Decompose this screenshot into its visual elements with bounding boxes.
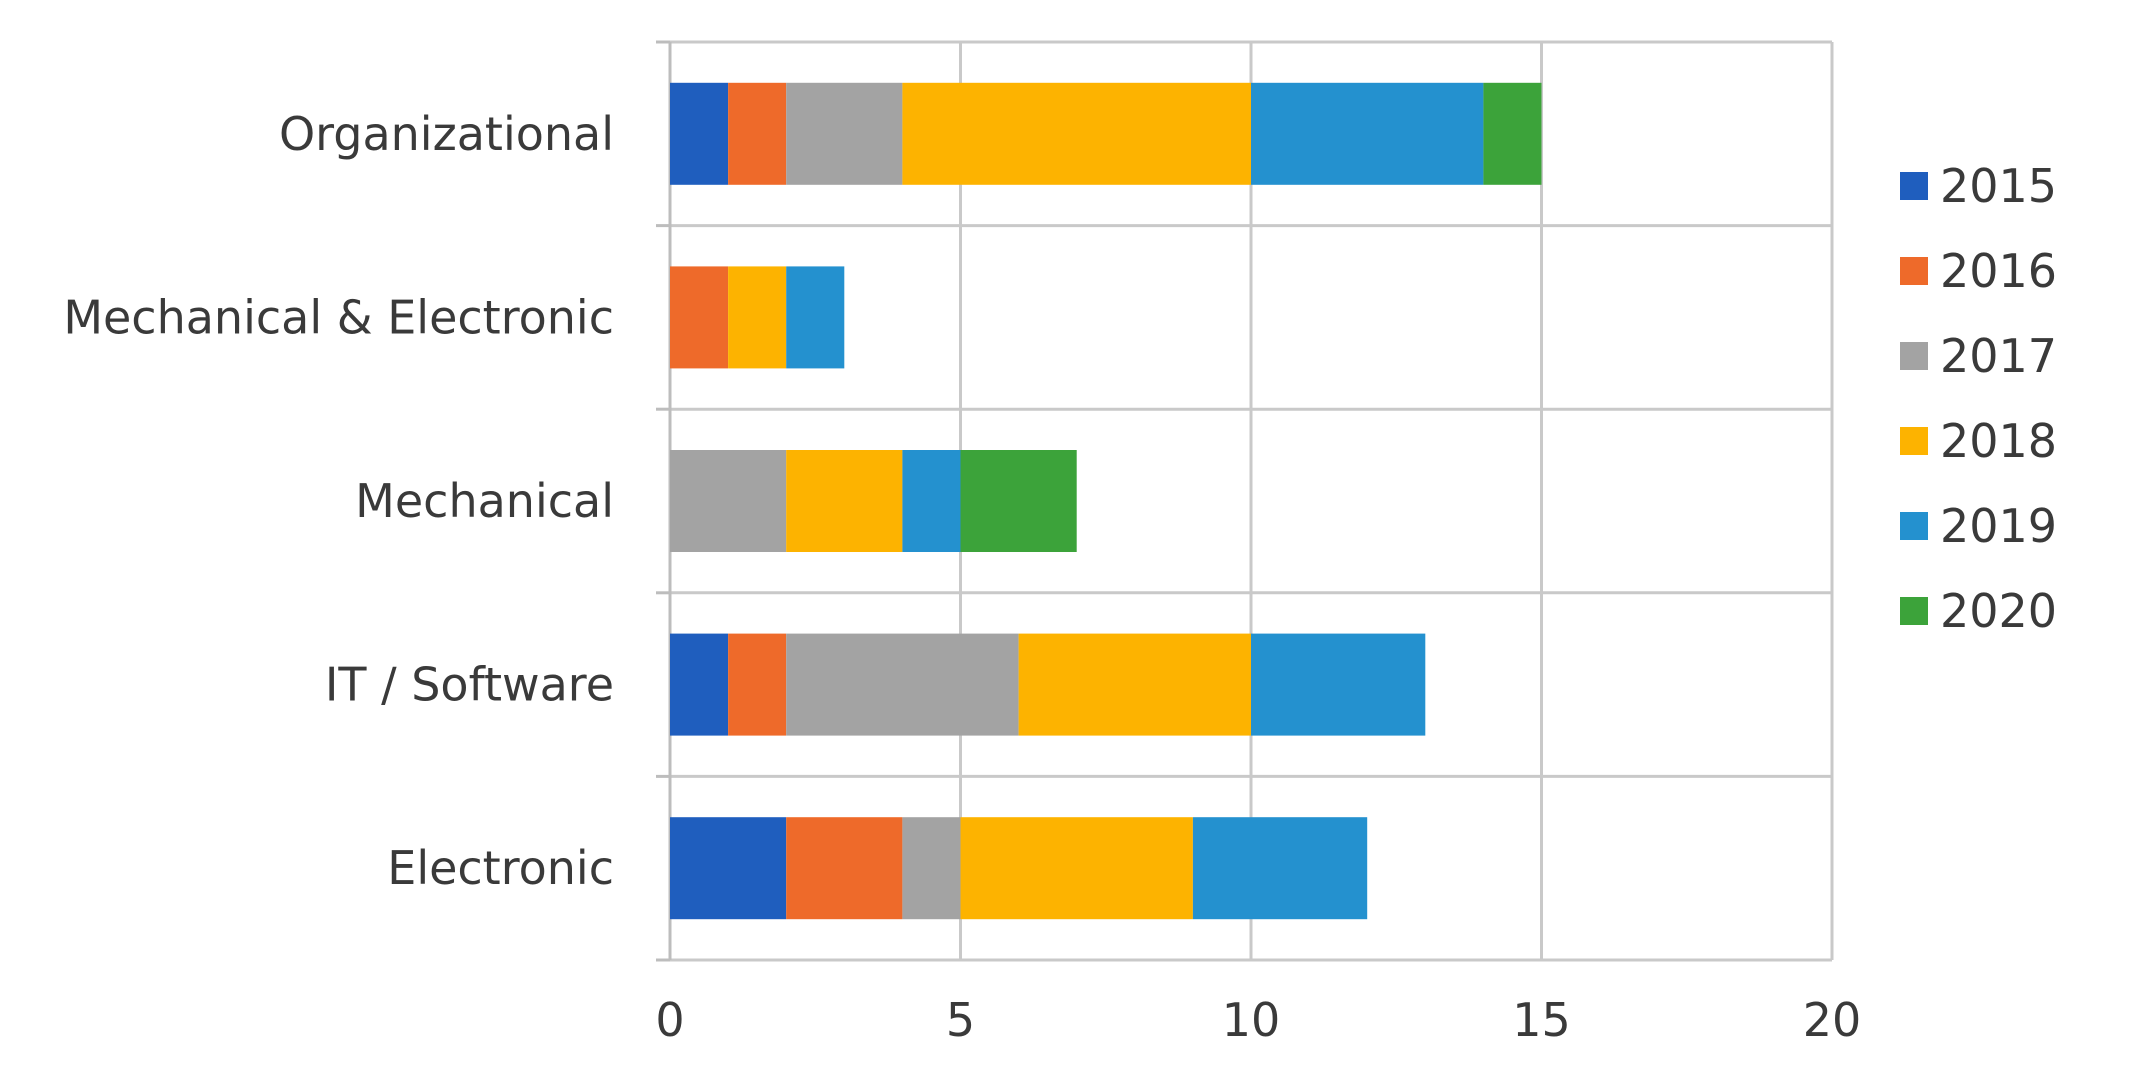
bar-segment-2020 bbox=[1483, 82, 1542, 185]
bar-segment-2016 bbox=[670, 266, 729, 369]
bar-segment-2015 bbox=[670, 817, 787, 920]
x-tick-label: 20 bbox=[1803, 993, 1862, 1047]
category-label: Electronic bbox=[387, 841, 614, 895]
x-tick-label: 15 bbox=[1512, 993, 1571, 1047]
bar-segment-2018 bbox=[728, 266, 787, 369]
legend-label: 2015 bbox=[1940, 159, 2057, 213]
bar-segment-2016 bbox=[728, 633, 787, 736]
category-label: Mechanical & Electronic bbox=[63, 290, 614, 344]
legend-swatch-2017 bbox=[1900, 342, 1928, 370]
legend-swatch-2019 bbox=[1900, 512, 1928, 540]
legend-label: 2020 bbox=[1940, 584, 2057, 638]
labels-layer: Organizational Mechanical & Electronic Mec… bbox=[63, 107, 1861, 1047]
bars-layer bbox=[670, 82, 1542, 920]
bar-segment-2016 bbox=[728, 82, 787, 185]
legend-label: 2016 bbox=[1940, 244, 2057, 298]
bar-segment-2017 bbox=[786, 82, 903, 185]
bar-segment-2019 bbox=[1192, 817, 1368, 920]
legend-swatch-2020 bbox=[1900, 597, 1928, 625]
bar-segment-2019 bbox=[1251, 82, 1484, 185]
legend-label: 2019 bbox=[1940, 499, 2057, 553]
bar-segment-2018 bbox=[786, 450, 903, 552]
x-tick-label: 0 bbox=[655, 993, 684, 1047]
bar-segment-2015 bbox=[670, 633, 729, 736]
bar-segment-2019 bbox=[786, 266, 845, 369]
bar-segment-2018 bbox=[902, 82, 1251, 185]
bar-segment-2017 bbox=[902, 817, 961, 920]
category-label: Mechanical bbox=[355, 474, 614, 528]
bar-segment-2018 bbox=[960, 817, 1193, 920]
category-label: Organizational bbox=[279, 107, 614, 161]
legend: 2015 2016 2017 2018 2019 2020 bbox=[1900, 159, 2057, 638]
legend-swatch-2015 bbox=[1900, 172, 1928, 200]
legend-swatch-2016 bbox=[1900, 257, 1928, 285]
bar-segment-2018 bbox=[1018, 633, 1251, 736]
bar-segment-2017 bbox=[670, 450, 787, 552]
x-tick-label: 5 bbox=[946, 993, 975, 1047]
bar-segment-2020 bbox=[960, 450, 1077, 552]
bar-segment-2017 bbox=[786, 633, 1019, 736]
bar-segment-2019 bbox=[902, 450, 961, 552]
legend-swatch-2018 bbox=[1900, 427, 1928, 455]
bar-segment-2019 bbox=[1251, 633, 1426, 736]
bar-segment-2015 bbox=[670, 82, 729, 185]
category-label: IT / Software bbox=[325, 658, 614, 712]
legend-label: 2017 bbox=[1940, 329, 2057, 383]
x-tick-label: 10 bbox=[1222, 993, 1281, 1047]
bar-segment-2016 bbox=[786, 817, 903, 920]
legend-label: 2018 bbox=[1940, 414, 2057, 468]
